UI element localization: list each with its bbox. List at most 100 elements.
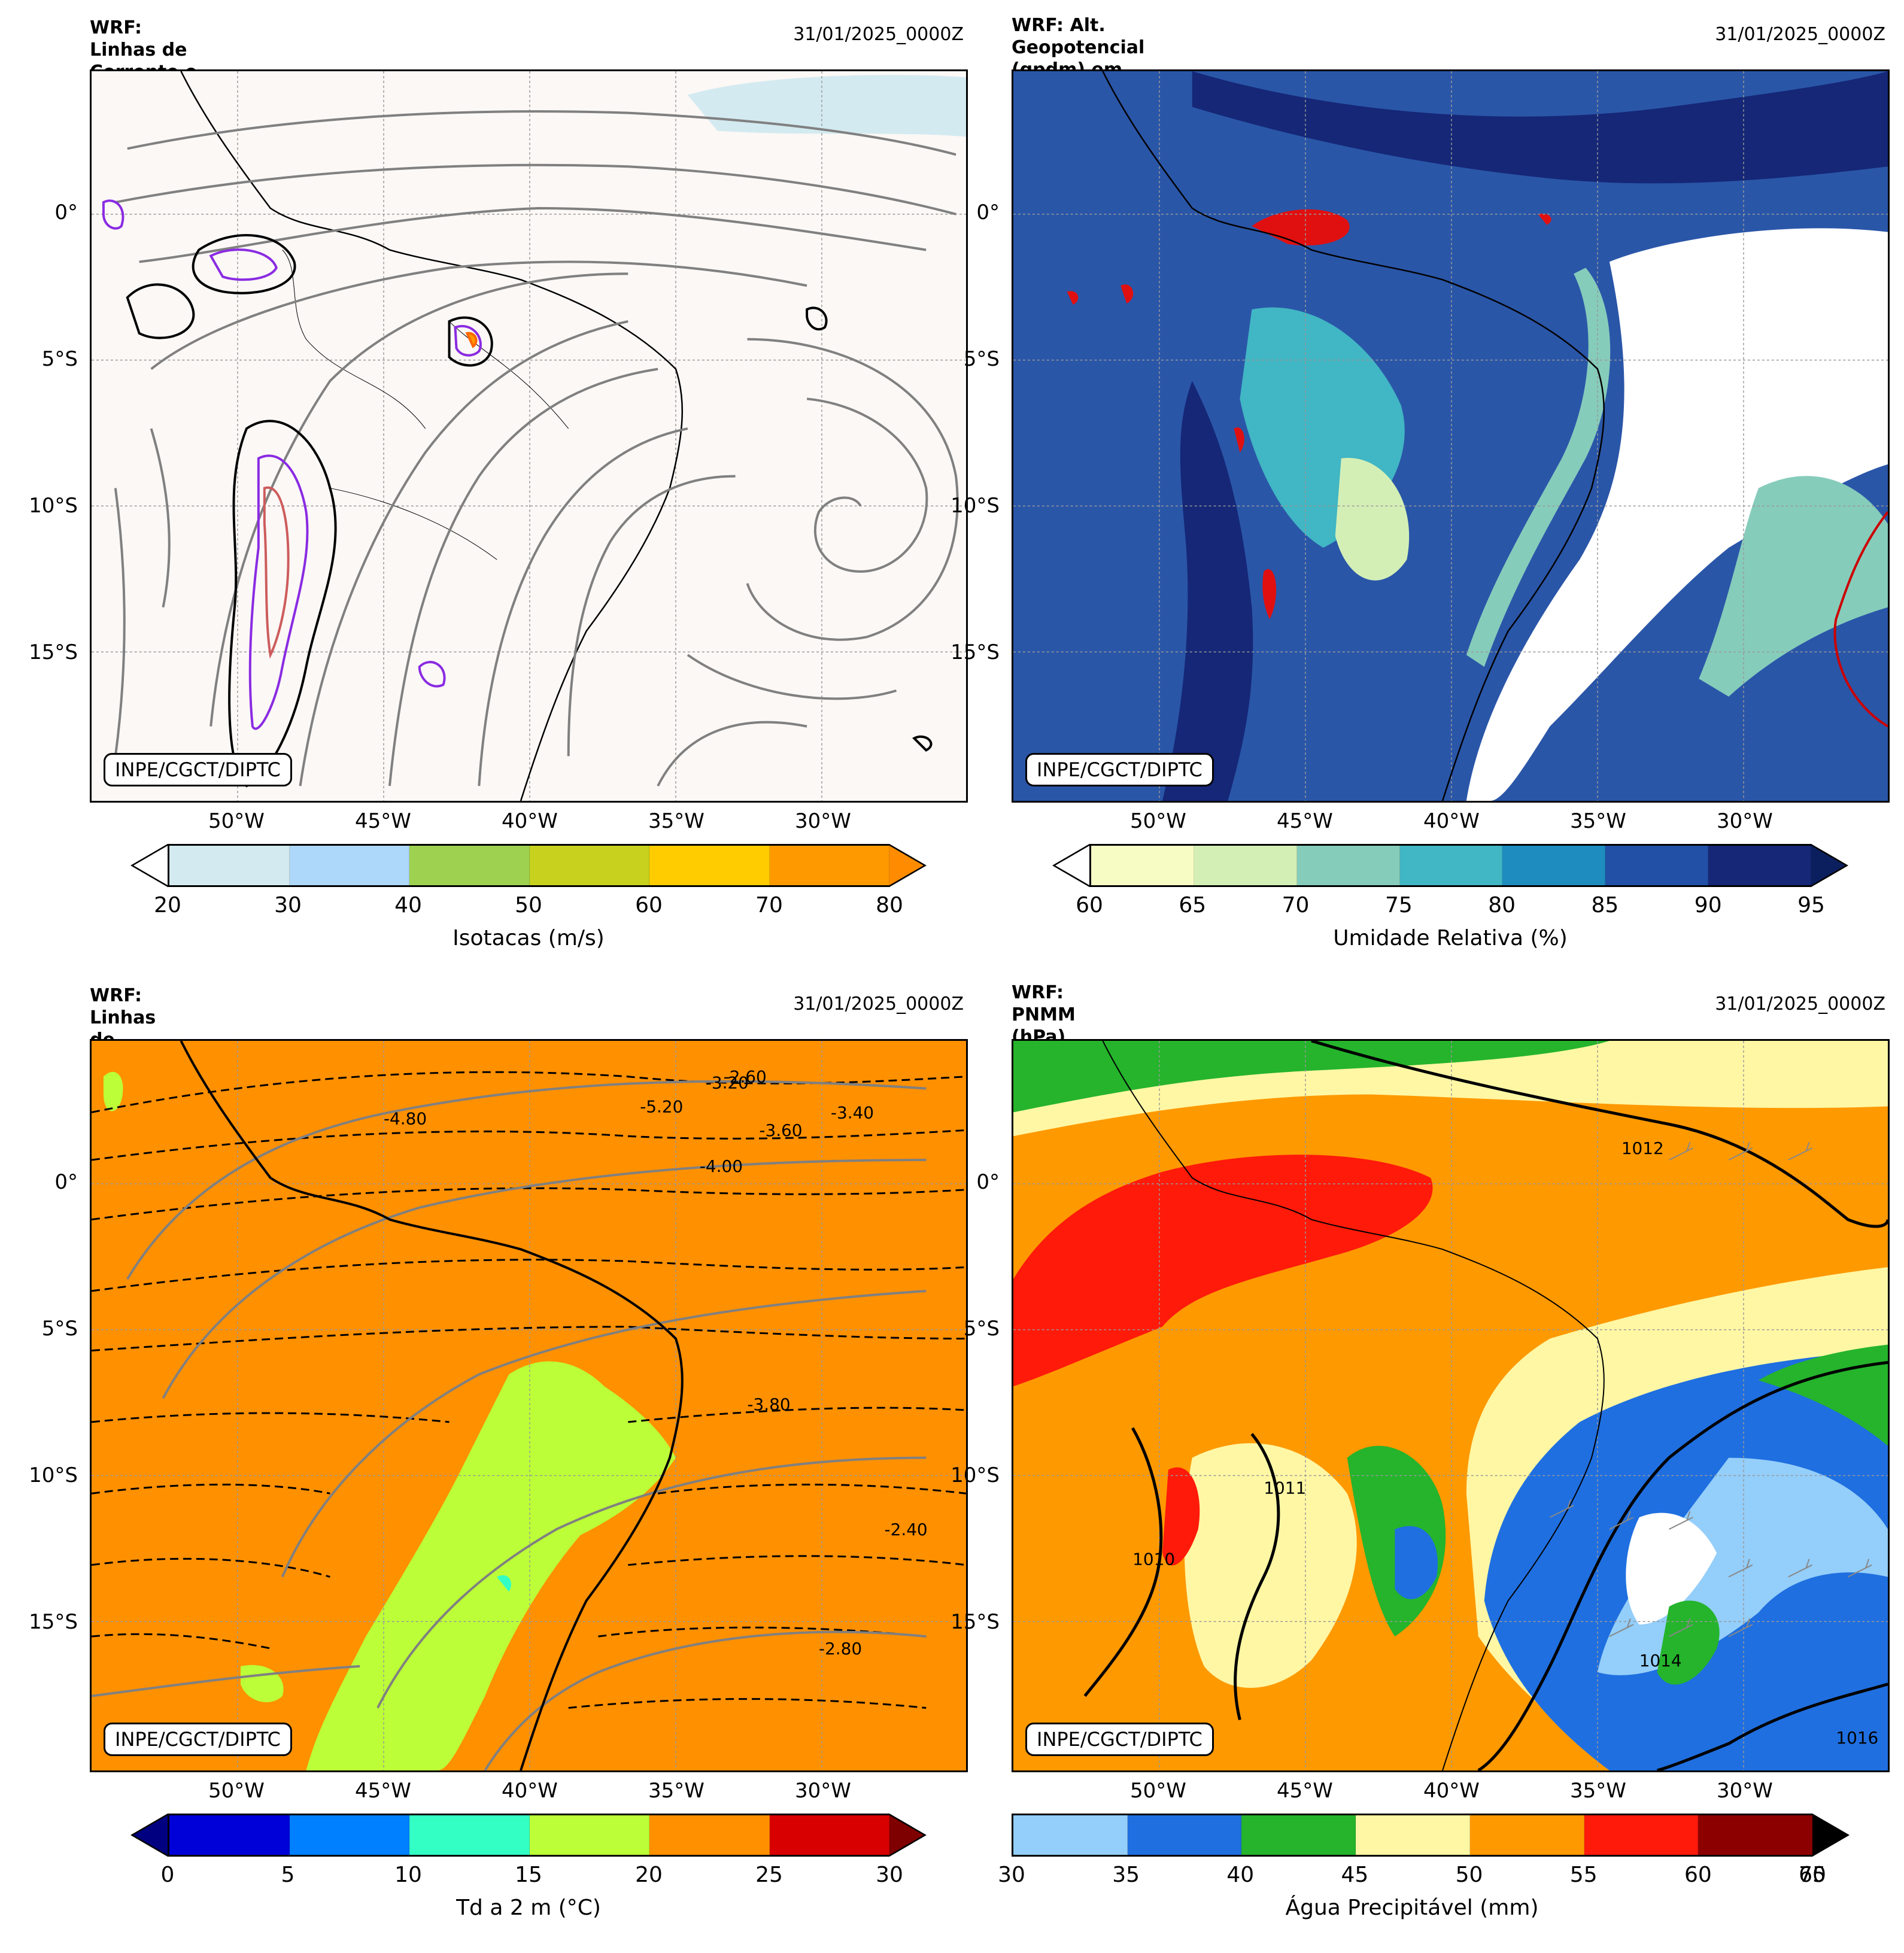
lat-label: 15°S: [951, 1610, 1000, 1634]
colorbar-tick-label: 80: [1488, 893, 1516, 918]
colorbar-over-fill: [1812, 1815, 1847, 1855]
colorbar-segment: [1091, 846, 1194, 885]
contour-label: -3.60: [759, 1120, 802, 1140]
contour-label: -4.80: [384, 1108, 427, 1128]
colorbar-segment: [1698, 1815, 1813, 1855]
lat-label: 15°S: [29, 640, 78, 664]
lat-label: 0°: [976, 201, 1000, 224]
colorbar-tick-label: 85: [1591, 893, 1619, 918]
colorbar-under-fill: [1055, 846, 1089, 885]
colorbar-segment: [169, 846, 290, 885]
credit-label: INPE/CGCT/DIPTC: [104, 1723, 292, 1756]
colorbar-under-fill: [133, 846, 168, 885]
coastline: [180, 71, 684, 801]
isobar-label: 1016: [1836, 1728, 1878, 1748]
colorbar-segments: [1089, 844, 1812, 887]
colorbar-tick-label: 55: [1569, 1863, 1598, 1887]
lon-label: 45°W: [355, 1779, 411, 1803]
isobars: [1083, 1041, 1888, 1770]
lon-label: 30°W: [795, 1779, 851, 1803]
colorbar-label: Td a 2 m (°C): [456, 1896, 601, 1920]
panel-date: 31/01/2025_0000Z: [1715, 994, 1885, 1015]
colorbar-segment: [1605, 846, 1709, 885]
contour-label: -3.20: [706, 1073, 749, 1093]
map-graphic: [92, 71, 966, 801]
colorbar-tick-label: 30: [274, 893, 302, 918]
panel-date: 31/01/2025_0000Z: [793, 24, 964, 45]
colorbar-under-fill: [133, 1815, 168, 1855]
map-humidity-850: INPE/CGCT/DIPTC: [1012, 69, 1890, 803]
colorbar-segment: [409, 1815, 530, 1855]
colorbar-tick-label: 40: [1226, 1863, 1255, 1887]
lon-label: 45°W: [1277, 809, 1333, 833]
map-streamlines-250: INPE/CGCT/DIPTC: [90, 69, 968, 803]
coastline: [1102, 1041, 1605, 1770]
streamlines: [114, 110, 959, 787]
omega-regions: [1067, 209, 1551, 619]
colorbar-tick-label: 65: [1799, 1863, 1826, 1887]
colorbar-segment: [289, 1815, 409, 1855]
colorbar-label: Água Precipitável (mm): [1285, 1896, 1539, 1920]
credit-label: INPE/CGCT/DIPTC: [1025, 753, 1214, 786]
lon-label: 50°W: [208, 809, 265, 833]
lat-label: 5°S: [41, 347, 78, 371]
colorbar-over-fill: [1811, 846, 1845, 885]
wind-barbs: [1549, 1141, 1872, 1637]
colorbar-segment: [1241, 1815, 1356, 1855]
lon-label: 50°W: [1130, 1779, 1186, 1803]
colorbar-segment: [769, 1815, 889, 1855]
colorbar-tick-label: 10: [394, 1863, 422, 1887]
lon-label: 35°W: [1570, 1779, 1626, 1803]
colorbar-segment: [1013, 1815, 1128, 1855]
lat-label: 5°S: [963, 1317, 1000, 1341]
isobar-label: 1014: [1639, 1651, 1682, 1670]
colorbar-tick-label: 75: [1384, 893, 1413, 918]
colorbar-segment: [529, 1815, 649, 1855]
colorbar-tick-label: 70: [755, 893, 783, 918]
contour-label: -3.80: [748, 1395, 791, 1414]
colorbar-segment: [1584, 1815, 1699, 1855]
colorbar-tick-label: 30: [998, 1863, 1025, 1887]
colorbar-tick-label: 90: [1694, 893, 1722, 918]
colorbar-segment: [1708, 846, 1812, 885]
lon-label: 35°W: [1570, 809, 1626, 833]
geopotential-contour: [1833, 511, 1888, 728]
colorbar-segments: [1012, 1814, 1813, 1857]
colorbar-tick-label: 5: [281, 1863, 295, 1887]
colorbar-tick-label: 70: [1799, 1863, 1826, 1887]
colorbar-label: Isotacas (m/s): [453, 926, 605, 950]
colorbar-over-fill: [889, 846, 924, 885]
isobar-label: 1011: [1264, 1478, 1306, 1498]
lat-label: 10°S: [951, 494, 1000, 518]
colorbar-segment: [1399, 846, 1503, 885]
lat-label: 0°: [54, 201, 78, 224]
colorbar-segment: [1502, 846, 1606, 885]
colorbar-segment: [649, 1815, 770, 1855]
colorbar-segment: [529, 846, 649, 885]
colorbar-tick-label: 50: [515, 893, 542, 918]
colorbar-tick-label: 50: [1455, 1863, 1483, 1887]
lon-label: 50°W: [208, 1779, 265, 1803]
colorbar-tick-label: 60: [1076, 893, 1103, 918]
lon-label: 45°W: [1277, 1779, 1333, 1803]
colorbar-segments: [168, 844, 889, 887]
colorbar-segment: [769, 846, 889, 885]
colorbar-tick-label: 60: [635, 893, 663, 918]
gridlines: [92, 71, 966, 801]
credit-label: INPE/CGCT/DIPTC: [104, 753, 292, 786]
colorbar-label: Umidade Relativa (%): [1333, 926, 1568, 950]
isobar-labels: 1012 1014 1016 1010 1011: [1132, 1138, 1878, 1748]
colorbar-segment: [289, 846, 409, 885]
colorbar-tick-label: 80: [876, 893, 903, 918]
lon-label: 30°W: [1717, 809, 1773, 833]
contour-label: -2.40: [885, 1520, 928, 1539]
state-borders: [282, 250, 569, 560]
lon-label: 40°W: [1423, 809, 1480, 833]
colorbar-tick-label: 20: [154, 893, 181, 918]
lon-label: 40°W: [502, 809, 558, 833]
credit-label: INPE/CGCT/DIPTC: [1025, 1723, 1214, 1756]
colorbar-tick-label: 45: [1341, 1863, 1369, 1887]
contour-label: -3.40: [831, 1102, 874, 1122]
colorbar-tick-label: 25: [755, 1863, 783, 1887]
isobar-label: 1012: [1621, 1138, 1664, 1158]
